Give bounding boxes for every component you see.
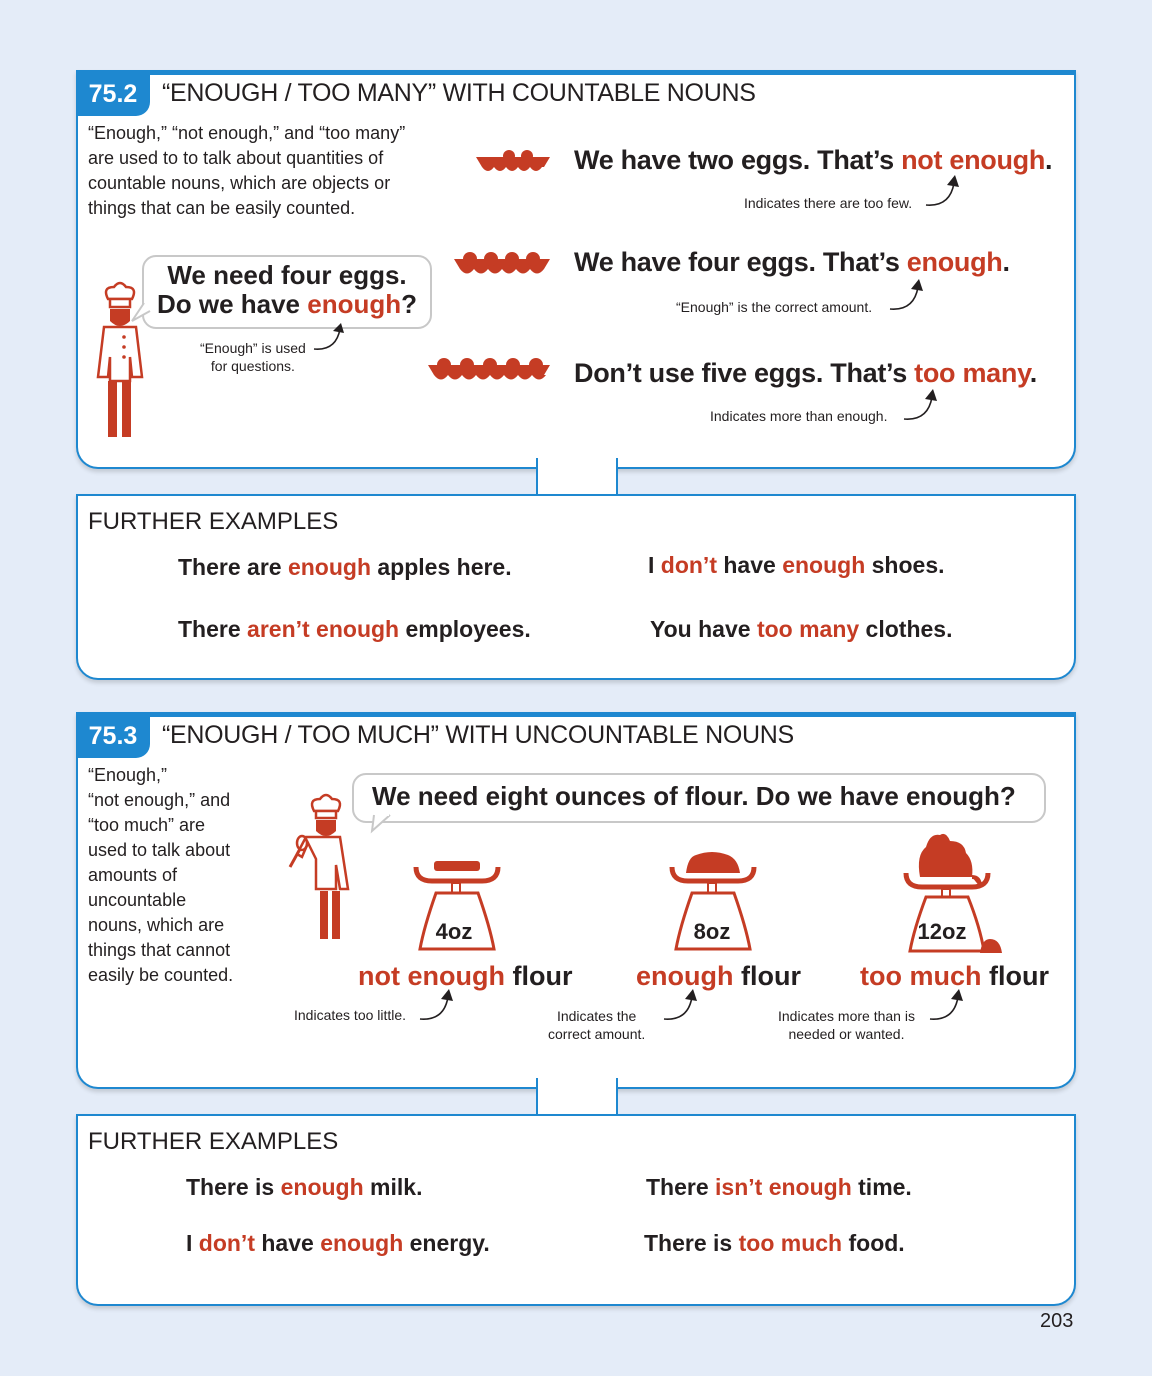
chef-icon xyxy=(288,793,350,939)
curved-arrow-icon xyxy=(313,323,344,350)
further-example: There is too much food. xyxy=(644,1230,905,1256)
curved-arrow-icon xyxy=(929,989,963,1020)
further-example: There aren’t enough employees. xyxy=(178,616,531,642)
example-note: Indicates there are too few. xyxy=(744,195,913,211)
scale-weight: 12oz xyxy=(917,919,967,944)
further-examples-panel: FURTHER EXAMPLES There are enough apples… xyxy=(76,494,1076,680)
scale-note: Indicates more than is needed or wanted. xyxy=(778,1008,915,1042)
page-number: 203 xyxy=(1040,1310,1074,1332)
further-examples-heading: FURTHER EXAMPLES xyxy=(88,1128,339,1155)
bubble-text: We need four eggs. Do we have enough? xyxy=(156,260,418,319)
section-title: “ENOUGH / TOO MUCH” WITH UNCOUNTABLE NOU… xyxy=(162,721,794,749)
egg-tray-icon xyxy=(476,150,550,171)
example-note: “Enough” is the correct amount. xyxy=(676,299,873,315)
kitchen-scale-icon xyxy=(413,861,501,951)
further-examples-heading: FURTHER EXAMPLES xyxy=(88,508,339,535)
scale-weight: 4oz xyxy=(435,919,473,944)
speech-bubble xyxy=(352,773,1046,823)
intro-text: “Enough,” “not enough,” and “too much” ar… xyxy=(88,765,234,985)
further-example: There is enough milk. xyxy=(186,1174,423,1200)
bubble-tail xyxy=(370,812,391,834)
bubble-note: “Enough” is used for questions. xyxy=(200,340,306,374)
scale-caption: too much flour xyxy=(860,961,1049,991)
scale-note: Indicates too little. xyxy=(294,1007,407,1023)
further-example: I don’t have enough shoes. xyxy=(648,552,945,578)
example-note: Indicates more than enough. xyxy=(710,408,888,424)
panel-connector xyxy=(536,1078,618,1118)
example-sentence: We have four eggs. That’s enough. xyxy=(574,247,1010,277)
example-sentence: We have two eggs. That’s not enough. xyxy=(574,145,1053,175)
curved-arrow-icon xyxy=(889,279,923,310)
curved-arrow-icon xyxy=(419,989,453,1020)
further-example: There are enough apples here. xyxy=(178,554,512,580)
section-75-2-panel: 75.2 “ENOUGH / TOO MANY” WITH COUNTABLE … xyxy=(76,70,1076,469)
scale-note: Indicates the correct amount. xyxy=(548,1008,646,1042)
panel-connector xyxy=(536,458,618,498)
section-75-3-panel: 75.3 “ENOUGH / TOO MUCH” WITH UNCOUNTABL… xyxy=(76,712,1076,1089)
egg-tray-icon xyxy=(454,252,550,274)
further-example: I don’t have enough energy. xyxy=(186,1230,490,1256)
bubble-text: We need eight ounces of flour. Do we hav… xyxy=(372,781,1016,811)
section-number: 75.2 xyxy=(76,70,150,116)
egg-tray-icon xyxy=(428,358,550,380)
section-title: “ENOUGH / TOO MANY” WITH COUNTABLE NOUNS xyxy=(162,79,756,107)
scale-caption: not enough flour xyxy=(358,961,573,991)
curved-arrow-icon xyxy=(925,175,959,206)
section-number: 75.3 xyxy=(76,712,150,758)
further-example: There isn’t enough time. xyxy=(646,1174,912,1200)
scale-caption: enough flour xyxy=(636,961,801,991)
curved-arrow-icon xyxy=(663,989,697,1020)
curved-arrow-icon xyxy=(903,389,937,420)
chef-icon xyxy=(96,281,144,437)
kitchen-scale-icon xyxy=(669,852,757,951)
intro-text: “Enough,” “not enough,” and “too many” a… xyxy=(88,123,406,218)
example-sentence: Don’t use five eggs. That’s too many. xyxy=(574,358,1037,388)
further-examples-panel: FURTHER EXAMPLES There is enough milk. I… xyxy=(76,1114,1076,1306)
speech-bubble xyxy=(142,255,432,329)
kitchen-scale-icon xyxy=(903,833,1002,953)
further-example: You have too many clothes. xyxy=(650,616,953,642)
bubble-tail xyxy=(131,302,151,322)
scale-weight: 8oz xyxy=(693,919,731,944)
